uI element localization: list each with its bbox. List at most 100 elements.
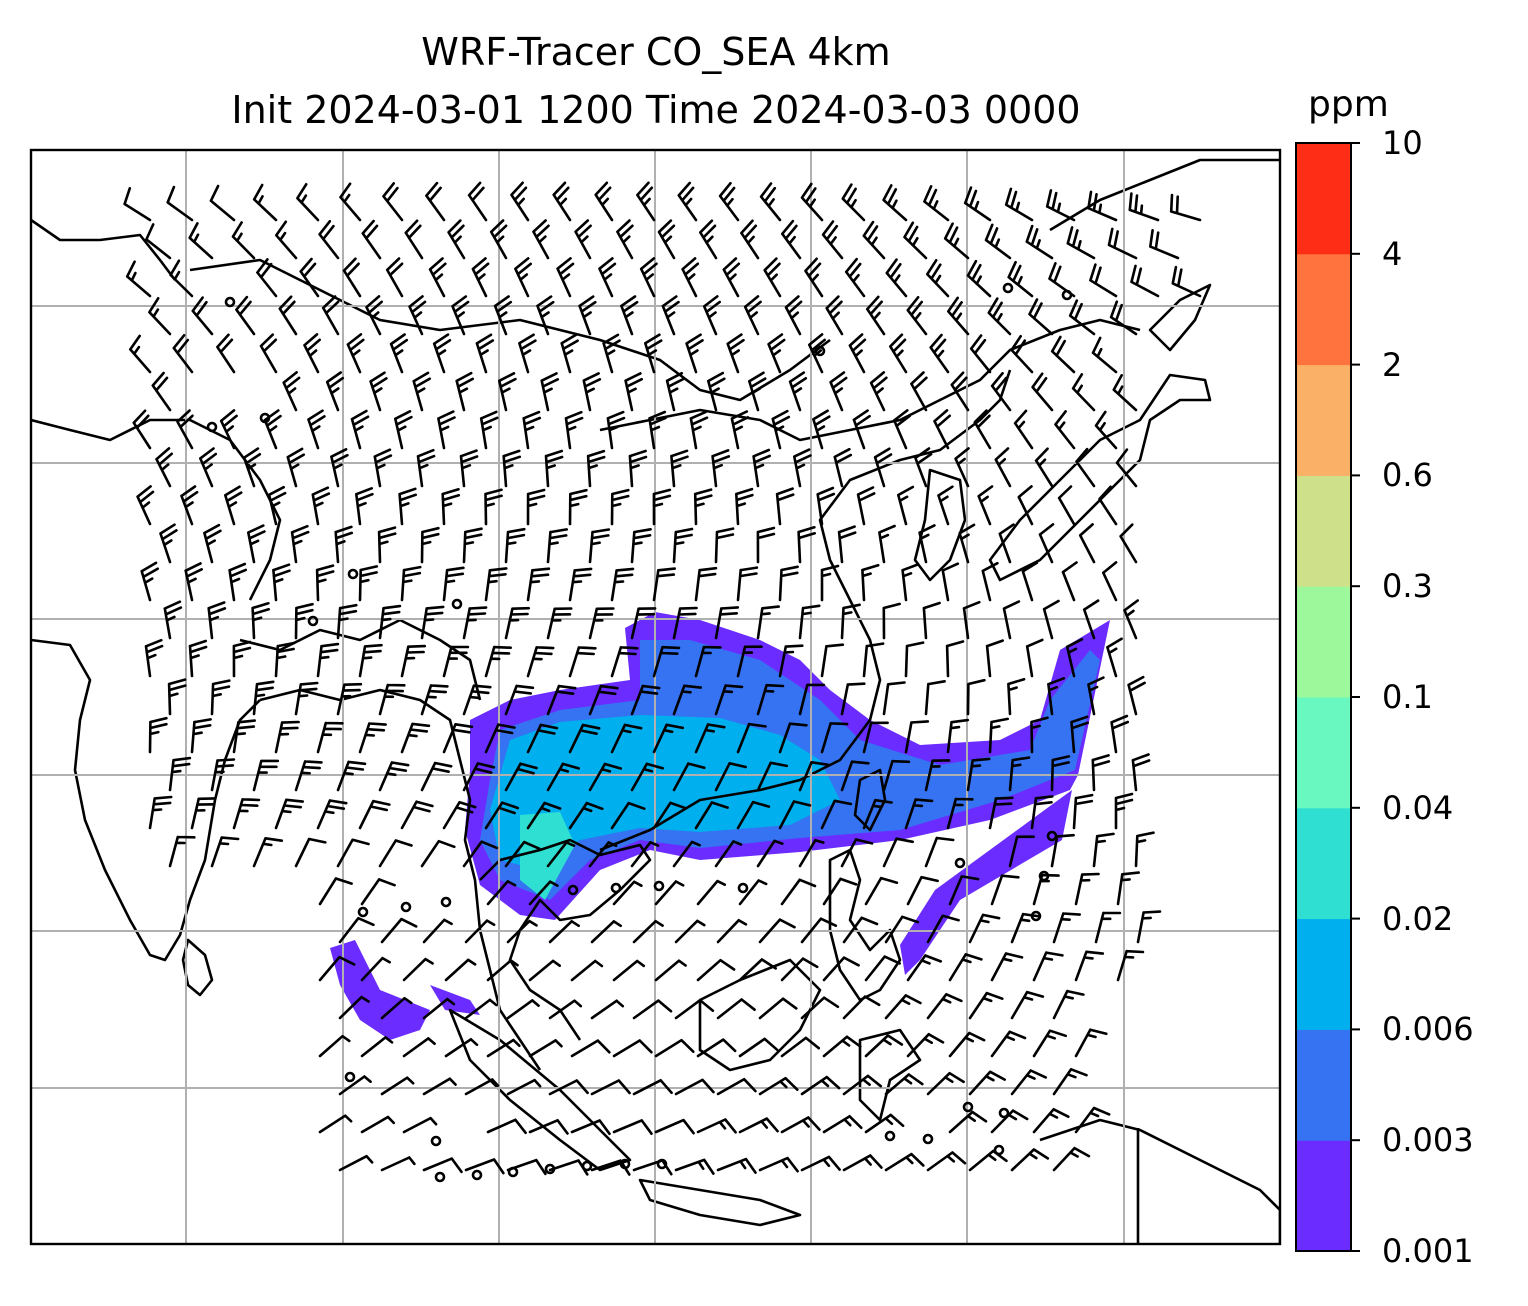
wind-barb	[422, 918, 453, 944]
wind-barb	[842, 916, 879, 944]
wind-barb	[1092, 832, 1115, 868]
wind-barb	[674, 1158, 715, 1175]
wind-barb	[694, 723, 726, 754]
wind-barb	[756, 605, 780, 640]
wind-barb	[251, 602, 270, 640]
wind-barb	[1072, 793, 1094, 830]
wind-barb	[943, 222, 970, 260]
wind-barb	[462, 684, 492, 716]
wind-barb	[263, 409, 282, 450]
wind-barb	[342, 257, 362, 298]
wind-barb	[800, 996, 840, 1020]
wind-barb	[628, 449, 648, 488]
wind-barb	[1008, 756, 1031, 792]
wind-barb	[926, 259, 950, 298]
wind-barb	[990, 874, 1020, 906]
wind-barb	[990, 1030, 1027, 1058]
wind-barb	[748, 371, 767, 412]
colorbar-bin	[1296, 1140, 1351, 1252]
calm-wind-marker	[1030, 910, 1042, 922]
wind-barb	[1052, 1068, 1088, 1096]
wind-barb	[167, 678, 187, 716]
wind-barb	[360, 1115, 395, 1134]
wind-barb	[842, 995, 881, 1020]
wind-barb	[338, 1075, 372, 1096]
wind-barb	[382, 182, 404, 222]
wind-barb	[1078, 523, 1096, 564]
wind-barb	[1074, 872, 1100, 906]
wind-barb	[278, 295, 298, 336]
wind-barb	[1136, 910, 1162, 944]
wind-barb	[256, 258, 278, 298]
wind-barb	[602, 333, 621, 374]
wind-barb	[172, 334, 194, 374]
wind-barb	[923, 185, 950, 222]
wind-barb	[861, 563, 880, 602]
calm-wind-marker	[954, 857, 966, 869]
wind-barb	[588, 607, 615, 640]
wind-barb	[946, 718, 970, 754]
wind-barb	[735, 487, 754, 526]
wind-barb	[380, 917, 418, 944]
wind-barb	[926, 1071, 965, 1096]
wind-barb	[1052, 1146, 1091, 1172]
wind-barb	[924, 680, 946, 716]
wind-barb	[360, 878, 396, 906]
wind-barb	[738, 879, 768, 906]
wind-barb	[350, 409, 370, 450]
wind-barb	[318, 955, 356, 982]
wind-barb	[336, 603, 358, 640]
wind-barb	[318, 877, 353, 906]
wind-barb	[274, 798, 304, 830]
wind-barb	[504, 606, 531, 640]
wind-barb	[736, 645, 763, 678]
wind-barb	[869, 371, 888, 412]
wind-barb	[864, 1034, 904, 1058]
calm-wind-marker	[544, 1163, 556, 1175]
wind-barb	[232, 719, 256, 754]
coast-korea	[913, 468, 967, 582]
wind-barb	[358, 722, 387, 754]
wind-barb	[1057, 485, 1076, 526]
colorbar-bin	[1296, 1029, 1351, 1141]
wind-barb	[693, 488, 713, 526]
wind-barb	[1032, 951, 1064, 982]
plume-inner	[490, 715, 840, 870]
coast-philippines	[828, 848, 902, 1002]
wind-barb	[506, 1078, 542, 1096]
wind-barb	[862, 642, 885, 678]
colorbar-tick-label: 2	[1382, 345, 1403, 384]
wind-barb	[630, 684, 661, 716]
wind-barb	[1007, 260, 1034, 298]
wind-barb	[906, 875, 939, 906]
wind-barb	[416, 448, 436, 488]
wind-barb	[484, 567, 508, 602]
wind-barb	[316, 721, 344, 754]
wind-barb	[816, 486, 836, 526]
wind-barb	[722, 257, 741, 298]
wind-barb	[672, 684, 702, 716]
wind-barb	[1050, 755, 1071, 792]
wind-barb	[968, 913, 1001, 944]
wind-barb	[570, 1119, 611, 1136]
wind-barb	[1068, 299, 1096, 336]
wind-barb	[570, 1039, 611, 1058]
wind-barb	[247, 524, 266, 564]
wind-barb	[536, 295, 555, 336]
wind-barb	[590, 999, 625, 1020]
wind-barb	[274, 641, 296, 678]
colorbar-tick-label: 4	[1382, 234, 1403, 273]
wind-barb	[568, 567, 593, 602]
wind-barb	[694, 801, 729, 830]
wind-barb	[318, 1034, 351, 1058]
wind-barb	[125, 260, 152, 298]
colorbar-bin	[1296, 586, 1351, 698]
wind-barb	[752, 448, 771, 488]
coast-srilanka	[181, 938, 214, 997]
wind-barb	[169, 259, 194, 298]
wind-barb	[948, 1031, 986, 1058]
calm-wind-marker	[507, 1166, 519, 1178]
wind-barb	[758, 997, 798, 1020]
wind-barb	[402, 957, 434, 982]
wind-barb	[394, 410, 413, 450]
